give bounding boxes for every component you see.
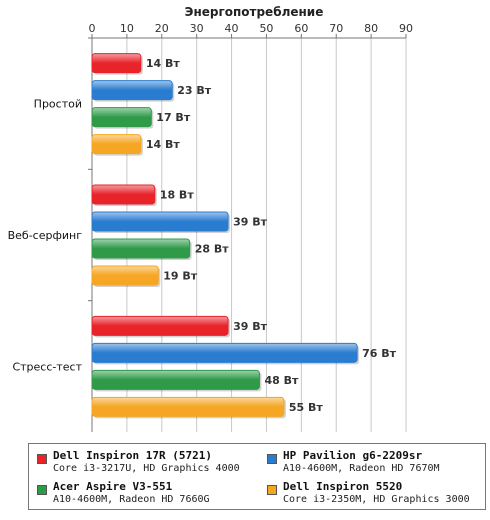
bar [91, 315, 229, 336]
data-label: 19 Вт [163, 270, 198, 283]
category-label: Веб-серфинг [8, 229, 83, 242]
category-label: Простой [34, 98, 82, 111]
power-consumption-chart: Энергопотребление 0 10 20 30 40 50 60 70 80 90 Пр… [8, 5, 413, 432]
bar [91, 396, 285, 417]
legend-name-4: Dell Inspiron 5520 [283, 480, 403, 493]
x-tick-label: 10 [120, 22, 134, 35]
x-tick-label: 60 [294, 22, 308, 35]
legend-subtitle-3: A10-4600M, Radeon HD 7660G [53, 494, 210, 505]
chart-title: Энергопотребление [185, 5, 324, 19]
legend-name-2: HP Pavilion g6-2209sr [283, 449, 423, 462]
data-label: 14 Вт [146, 138, 181, 151]
legend-subtitle-4: Core i3-2350M, HD Graphics 3000 [283, 494, 470, 505]
x-tick-label: 0 [89, 22, 96, 35]
bar [91, 80, 173, 101]
x-tick-label: 30 [190, 22, 204, 35]
legend-name-1: Dell Inspiron 17R (5721) [53, 449, 212, 462]
bar [91, 238, 191, 259]
category-label: Стресс-тест [12, 360, 82, 373]
bar [91, 342, 358, 363]
x-tick-label: 20 [155, 22, 169, 35]
data-label: 23 Вт [177, 84, 212, 97]
data-label: 14 Вт [146, 57, 181, 70]
data-label: 18 Вт [160, 189, 195, 202]
data-label: 76 Вт [362, 347, 397, 360]
legend-swatch-2 [267, 454, 277, 464]
bar [91, 53, 142, 74]
legend-subtitle-1: Core i3-3217U, HD Graphics 4000 [53, 463, 240, 474]
legend-swatch-4 [267, 485, 277, 495]
x-tick-label: 80 [364, 22, 378, 35]
legend-name-3: Acer Aspire V3-551 [53, 480, 173, 493]
bar [91, 107, 152, 128]
chart-legend: Dell Inspiron 17R (5721) Core i3-3217U, … [28, 443, 486, 510]
x-tick-label: 40 [225, 22, 239, 35]
x-tick-label: 70 [329, 22, 343, 35]
bar [91, 211, 229, 232]
bar [91, 265, 159, 286]
data-label: 48 Вт [264, 374, 299, 387]
legend-subtitle-2: A10-4600M, Radeon HD 7670M [283, 463, 440, 474]
bar [91, 134, 142, 155]
bars-layer [91, 53, 360, 419]
data-label: 55 Вт [289, 401, 324, 414]
bar [91, 369, 260, 390]
legend-swatch-1 [37, 454, 47, 464]
data-label: 17 Вт [156, 111, 191, 124]
data-label: 39 Вт [233, 320, 268, 333]
data-label: 28 Вт [195, 243, 230, 256]
bar [91, 184, 156, 205]
data-label: 39 Вт [233, 216, 268, 229]
x-tick-label: 50 [259, 22, 273, 35]
x-tick-label: 90 [399, 22, 413, 35]
legend-swatch-3 [37, 485, 47, 495]
grid-layer: 0 10 20 30 40 50 60 70 80 90 [88, 22, 413, 432]
labels-layer: Простой 14 Вт 23 Вт 17 Вт 14 Вт Веб-серфинг 18… [8, 57, 397, 414]
